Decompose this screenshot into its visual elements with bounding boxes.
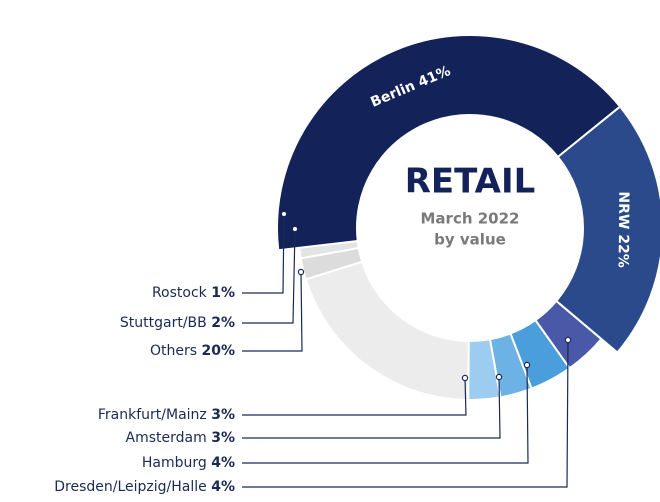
leader-dot (461, 374, 469, 382)
donut-segment (554, 105, 660, 354)
leader-line (242, 271, 303, 352)
leader-line (242, 339, 569, 488)
leader-line (242, 376, 501, 439)
segment-label: Frankfurt/Mainz 3% (98, 407, 235, 423)
chart-subtitle: by value (434, 231, 506, 249)
leader-dot (495, 373, 503, 381)
leader-line (242, 213, 285, 294)
leader-dot (564, 336, 572, 344)
donut-segment (304, 260, 470, 402)
segment-label: Dresden/Leipzig/Halle 4% (54, 479, 235, 495)
donut-segment (534, 299, 603, 370)
segment-name: Hamburg (142, 455, 207, 471)
donut-segment (488, 332, 533, 399)
segment-value: 2% (211, 315, 235, 331)
leader-dot (280, 210, 288, 218)
segment-value: 3% (211, 407, 235, 423)
donut-segment (276, 34, 622, 252)
segment-name: Others (150, 343, 197, 359)
donut-segment (509, 318, 572, 390)
segment-value: 4% (211, 479, 235, 495)
segment-label: NRW 22% (615, 191, 632, 268)
segment-name: Dresden/Leipzig/Halle (54, 479, 207, 495)
segment-name: Rostock (152, 285, 208, 301)
segment-name: NRW (615, 191, 631, 229)
segment-value: 4% (211, 455, 235, 471)
leader-dot (291, 225, 299, 233)
segment-name: Stuttgart/BB (120, 315, 207, 331)
chart-subtitle: March 2022 (421, 210, 520, 228)
segment-label: Rostock 1% (152, 285, 235, 301)
segment-label: Stuttgart/BB 2% (120, 315, 235, 331)
segment-value: 1% (211, 285, 235, 301)
segment-label: Others 20% (150, 343, 235, 359)
segment-value: 3% (211, 430, 235, 446)
segment-name: Amsterdam (126, 430, 207, 446)
leader-dot (523, 361, 531, 369)
leader-dot (297, 268, 305, 276)
segment-value: 22% (615, 234, 631, 268)
leader-line (242, 228, 296, 324)
segment-value: 20% (201, 343, 235, 359)
leader-line (242, 364, 529, 464)
segment-name: Frankfurt/Mainz (98, 407, 207, 423)
chart-title: RETAIL (405, 162, 536, 202)
leader-line (242, 377, 467, 416)
segment-label: Amsterdam 3% (126, 430, 235, 446)
segment-label: Hamburg 4% (142, 455, 235, 471)
